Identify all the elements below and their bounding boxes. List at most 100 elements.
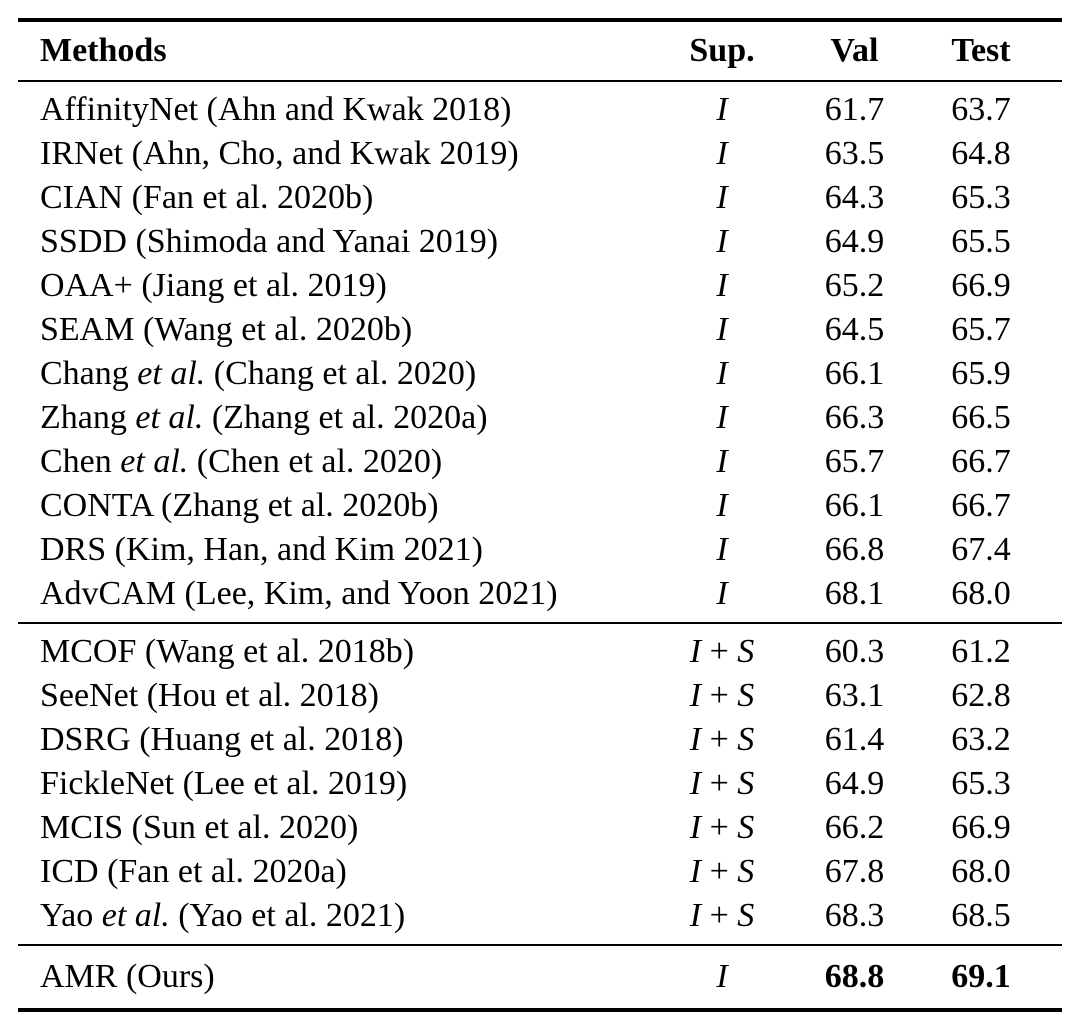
column-header-test: Test [951, 32, 1011, 69]
supervision-symbol: I [716, 135, 728, 172]
section-divider-rule [18, 622, 1062, 624]
section-ours: AMR (Ours) I 68.8 69.1 [18, 946, 1062, 1008]
test-cell: 66.5 [951, 399, 1011, 436]
method-name: MCIS [40, 809, 124, 846]
table-row: Chang et al. (Chang et al. 2020) I 66.1 65.… [18, 352, 1062, 396]
method-cell: CONTA (Zhang et al. 2020b) [40, 487, 657, 525]
method-cell: AdvCAM (Lee, Kim, and Yoon 2021) [40, 575, 657, 613]
val-cell: 68.8 [824, 958, 885, 995]
supervision-symbol: I [716, 443, 728, 480]
supervision-cell: I [657, 355, 787, 393]
test-cell: 66.9 [951, 267, 1011, 304]
method-citation: (Fan et al. 2020a) [98, 853, 347, 890]
test-cell: 65.3 [951, 765, 1011, 802]
val-cell: 64.5 [824, 311, 885, 348]
method-cell: AMR (Ours) [40, 958, 657, 996]
test-cell: 68.0 [951, 853, 1011, 890]
method-name: AffinityNet [40, 91, 199, 128]
val-cell: 61.4 [824, 721, 885, 758]
val-cell: 66.2 [824, 809, 885, 846]
method-cell: OAA+ (Jiang et al. 2019) [40, 267, 657, 305]
val-cell: 65.7 [824, 443, 885, 480]
method-name: FickleNet [40, 765, 175, 802]
supervision-symbol: I [689, 809, 702, 846]
method-citation: (Shimoda and Yanai 2019) [126, 223, 499, 260]
table-row: SeeNet (Hou et al. 2018) I + S 63.1 62.8 [18, 674, 1062, 718]
supervision-symbol: I [716, 223, 728, 260]
supervision-symbol: I [716, 311, 728, 348]
method-cell: AffinityNet (Ahn and Kwak 2018) [40, 91, 657, 129]
method-cell: Zhang et al. (Zhang et al. 2020a) [40, 399, 657, 437]
supervision-cell: I + S [689, 633, 755, 670]
table-row: AdvCAM (Lee, Kim, and Yoon 2021) I 68.1 68.… [18, 572, 1062, 616]
test-cell: 65.7 [951, 311, 1011, 348]
top-rule [18, 18, 1062, 22]
method-cell: Chang et al. (Chang et al. 2020) [40, 355, 657, 393]
bottom-rule [18, 1008, 1062, 1012]
supervision-cell: I [657, 531, 787, 569]
method-citation: (Jiang et al. 2019) [132, 267, 387, 304]
val-cell: 68.3 [824, 897, 885, 934]
supervision-cell: I [657, 311, 787, 349]
supervision-cell: I + S [689, 897, 755, 934]
supervision-symbol: I [716, 355, 728, 392]
method-cell: CIAN (Fan et al. 2020b) [40, 179, 657, 217]
column-header-val: Val [830, 32, 879, 69]
supervision-symbol: S [737, 677, 755, 714]
supervision-symbol: I [689, 721, 702, 758]
method-citation: (Chang et al. 2020) [205, 355, 477, 392]
method-name: SSDD [40, 223, 127, 260]
supervision-cell: I + S [689, 809, 755, 846]
table-row: Zhang et al. (Zhang et al. 2020a) I 66.3 66… [18, 396, 1062, 440]
supervision-symbol: I [716, 575, 728, 612]
method-cell: Yao et al. (Yao et al. 2021) [40, 897, 657, 935]
table-row: MCOF (Wang et al. 2018b) I + S 60.3 61.2 [18, 630, 1062, 674]
supervision-cell: I [657, 135, 787, 173]
test-cell: 66.7 [951, 443, 1011, 480]
method-citation: (Kim, Han, and Kim 2021) [106, 531, 483, 568]
ours-divider-rule [18, 944, 1062, 946]
method-name: SEAM [40, 311, 135, 348]
test-cell: 65.5 [951, 223, 1011, 260]
test-cell: 69.1 [951, 958, 1011, 995]
supervision-cell: I [657, 267, 787, 305]
method-citation: (Lee, Kim, and Yoon 2021) [176, 575, 558, 612]
supervision-symbol: S [737, 765, 755, 802]
test-cell: 65.3 [951, 179, 1011, 216]
method-name: Chang [40, 355, 138, 392]
method-citation: (Huang et al. 2018) [130, 721, 404, 758]
val-cell: 63.1 [824, 677, 885, 714]
table-row: SEAM (Wang et al. 2020b) I 64.5 65.7 [18, 308, 1062, 352]
method-name: AMR (Ours) [40, 958, 215, 995]
results-table: Methods Sup. Val Test AffinityNet (Ahn a… [18, 18, 1062, 1012]
section-image-saliency-supervision: MCOF (Wang et al. 2018b) I + S 60.3 61.2 See… [18, 624, 1062, 944]
supervision-cell: I [657, 223, 787, 261]
supervision-symbol: S [737, 633, 755, 670]
supervision-cell: I + S [689, 677, 755, 714]
method-cell: FickleNet (Lee et al. 2019) [40, 765, 657, 803]
table-row: Yao et al. (Yao et al. 2021) I + S 68.3 68.… [18, 894, 1062, 938]
method-cell: ICD (Fan et al. 2020a) [40, 853, 657, 891]
val-cell: 68.1 [824, 575, 885, 612]
table-row: CONTA (Zhang et al. 2020b) I 66.1 66.7 [18, 484, 1062, 528]
method-name: AdvCAM [40, 575, 177, 612]
section-image-supervision: AffinityNet (Ahn and Kwak 2018) I 61.7 63.7… [18, 82, 1062, 622]
table-header-row: Methods Sup. Val Test [18, 22, 1062, 80]
method-etal: et al. [137, 355, 206, 392]
supervision-symbol: I [716, 267, 728, 304]
method-name: ICD [40, 853, 99, 890]
table-row: ICD (Fan et al. 2020a) I + S 67.8 68.0 [18, 850, 1062, 894]
test-cell: 64.8 [951, 135, 1011, 172]
supervision-symbol: I [716, 91, 728, 128]
method-cell: SEAM (Wang et al. 2020b) [40, 311, 657, 349]
supervision-symbol: I [689, 765, 702, 802]
method-etal: et al. [135, 399, 204, 436]
supervision-symbol: S [737, 853, 755, 890]
method-cell: Chen et al. (Chen et al. 2020) [40, 443, 657, 481]
supervision-symbol: I [716, 487, 728, 524]
supervision-cell: I [657, 399, 787, 437]
test-cell: 67.4 [951, 531, 1011, 568]
method-citation: (Hou et al. 2018) [138, 677, 379, 714]
supervision-cell: I + S [689, 721, 755, 758]
method-name: Yao [40, 897, 102, 934]
